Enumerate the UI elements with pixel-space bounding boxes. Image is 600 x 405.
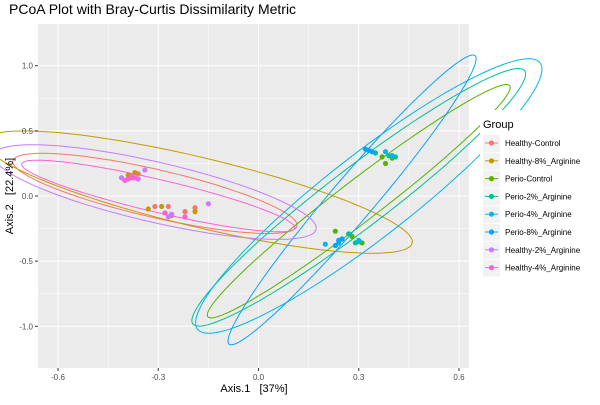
x-tick-label: -0.6: [51, 373, 65, 382]
y-tick-label: 0.5: [22, 127, 34, 136]
x-tick-label: 0.3: [353, 373, 365, 382]
y-tick-label: -1.0: [19, 322, 33, 331]
point-Healthy-Control: [182, 209, 188, 215]
legend-item: Healthy-8%_Arginine: [483, 152, 581, 170]
y-tick-label: -0.5: [19, 257, 33, 266]
point-Healthy-8%_Arginine: [159, 203, 165, 210]
point-Perio-Control: [382, 160, 389, 167]
point-Healthy-8%_Arginine: [192, 209, 198, 215]
point-Healthy-4%_Arginine: [182, 214, 188, 220]
point-Healthy-4%_Arginine: [125, 176, 131, 182]
point-Perio-8%_Arginine: [332, 242, 338, 249]
ellipse-Healthy-Control: [12, 152, 298, 234]
x-tick-label: 0.0: [253, 373, 265, 382]
legend-items: Healthy-Control Healthy-8%_Arginine Perio-…: [483, 135, 581, 277]
legend-label: Perio-Control: [505, 175, 552, 184]
legend-item: Perio-8%_Arginine: [483, 224, 572, 241]
legend-item: Healthy-2%_Arginine: [483, 241, 581, 259]
ellipse-Healthy-8%_Arginine: [0, 130, 413, 254]
y-axis-title: Axis.2 [22.4%]: [4, 158, 16, 234]
point-Healthy-4%_Arginine: [162, 210, 168, 216]
point-Healthy-Control: [152, 203, 158, 210]
legend-key-point: [488, 265, 495, 271]
point-Perio-8%_Arginine: [366, 147, 372, 153]
x-axis-title: Axis.1 [37%]: [220, 383, 287, 395]
y-tick-label: 1.0: [22, 62, 34, 71]
legend-item: Perio-4%_Arginine: [483, 206, 572, 224]
legend-label: Perio-8%_Arginine: [505, 228, 572, 237]
point-Perio-2%_Arginine: [346, 231, 352, 237]
point-Perio-Control: [379, 154, 385, 160]
point-Healthy-8%_Arginine: [132, 169, 138, 176]
legend-key-point: [488, 229, 495, 235]
point-Healthy-2%_Arginine: [205, 201, 211, 207]
point-Healthy-4%_Arginine: [132, 175, 138, 181]
ellipse-Healthy-4%_Arginine: [21, 159, 296, 233]
x-tick-label: 0.6: [453, 373, 465, 382]
point-Healthy-8%_Arginine: [145, 206, 151, 212]
ellipse-Healthy-2%_Arginine: [0, 144, 317, 240]
legend-item: Perio-Control: [483, 170, 552, 188]
legend: Group Healthy-Control Healthy-8%_Arginine…: [480, 110, 590, 277]
legend-key-point: [488, 158, 495, 164]
point-Perio-4%_Arginine: [389, 153, 395, 159]
legend-key-point: [488, 211, 495, 217]
legend-title: Group: [483, 119, 514, 131]
point-Perio-4%_Arginine: [356, 237, 362, 243]
point-Perio-Control: [332, 228, 338, 234]
confidence-ellipses: [0, 54, 543, 346]
legend-item: Perio-2%_Arginine: [483, 188, 572, 206]
chart-title: PCoA Plot with Bray-Curtis Dissimilarity…: [9, 1, 296, 17]
legend-label: Healthy-Control: [505, 139, 561, 148]
x-tick-label: -0.3: [151, 373, 165, 382]
legend-key-point: [488, 193, 495, 199]
legend-label: Perio-2%_Arginine: [505, 192, 572, 201]
y-tick-label: 0.0: [22, 192, 34, 201]
point-Healthy-2%_Arginine: [165, 214, 171, 220]
point-Perio-4%_Arginine: [322, 241, 328, 247]
legend-label: Healthy-4%_Arginine: [505, 264, 581, 273]
point-Healthy-Control: [192, 205, 198, 211]
legend-item: Healthy-4%_Arginine: [483, 259, 581, 277]
point-Perio-8%_Arginine: [336, 237, 342, 243]
legend-item: Healthy-Control: [483, 135, 561, 152]
ellipse-Perio-Control: [206, 83, 511, 319]
legend-label: Healthy-2%_Arginine: [505, 246, 581, 255]
point-Perio-4%_Arginine: [382, 149, 389, 155]
legend-label: Healthy-8%_Arginine: [505, 157, 581, 166]
legend-key-point: [488, 176, 495, 182]
ellipse-Perio-8%_Arginine: [227, 54, 477, 346]
data-points: [118, 146, 399, 249]
legend-key-point: [488, 140, 495, 146]
legend-label: Perio-4%_Arginine: [505, 210, 572, 219]
point-Healthy-Control: [165, 203, 171, 210]
point-Healthy-2%_Arginine: [142, 167, 148, 173]
axes: -0.6 -0.3 0.0 0.3 0.6 -1.0 -0.5 0.0 0.5 1.0: [19, 62, 465, 382]
legend-key-point: [488, 247, 495, 253]
